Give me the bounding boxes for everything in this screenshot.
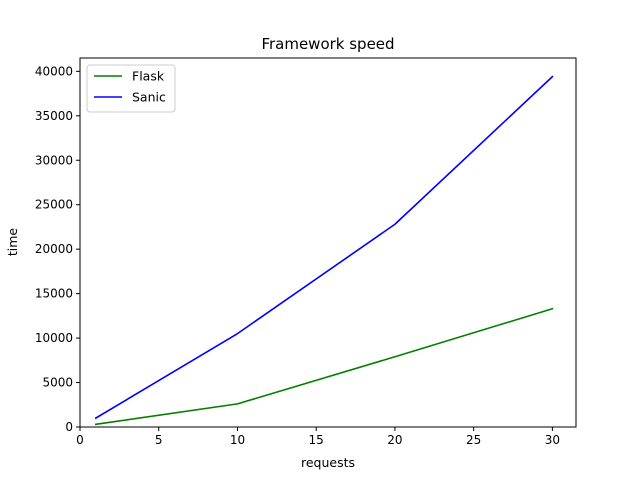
y-tick-label: 25000 [35,198,73,212]
y-axis-ticks: 0 5000 10000 15000 20000 25000 30000 35000 40000 [35,64,80,434]
plot-area-frame [79,57,577,428]
y-tick-label: 0 [65,420,73,434]
y-tick-label: 5000 [42,376,73,390]
plot-lines [94,75,554,426]
y-tick-label: 30000 [35,153,73,167]
y-tick-label: 10000 [35,331,73,345]
x-axis-ticks: 0 5 10 15 20 25 30 [76,427,560,447]
series-line-sanic [94,75,554,420]
x-tick-label: 5 [155,433,163,447]
chart-title: Framework speed [261,35,394,53]
legend: Flask Sanic [86,64,176,113]
x-tick-label: 0 [76,433,84,447]
legend-label-flask: Flask [132,69,165,84]
y-tick-label: 40000 [35,64,73,78]
y-tick-label: 20000 [35,242,73,256]
legend-label-sanic: Sanic [132,90,166,105]
series-line-flask [94,307,554,426]
y-tick-label: 35000 [35,109,73,123]
x-tick-label: 15 [309,433,324,447]
x-tick-label: 20 [387,433,402,447]
y-axis-label: time [5,228,20,257]
x-tick-label: 25 [466,433,481,447]
x-tick-label: 10 [230,433,245,447]
x-axis-label: requests [301,455,355,470]
x-tick-label: 30 [545,433,560,447]
y-tick-label: 15000 [35,287,73,301]
